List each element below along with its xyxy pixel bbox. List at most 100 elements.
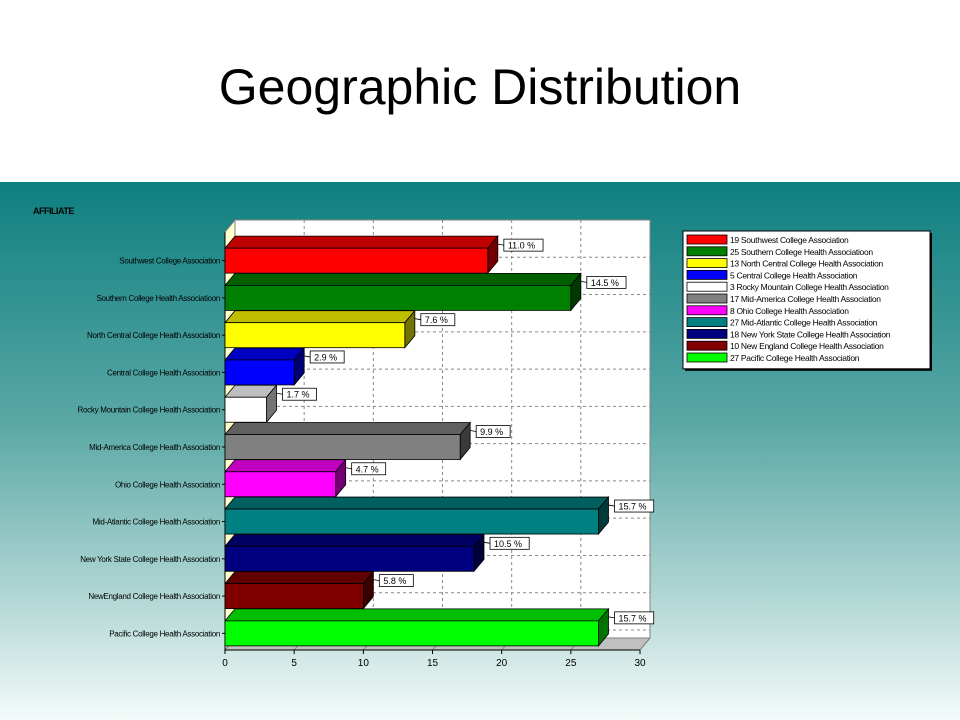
bar-top-face [224, 235, 499, 249]
data-label-box [489, 536, 530, 550]
legend-swatch [686, 317, 728, 328]
data-label-box [503, 238, 544, 252]
bar-top-face [224, 571, 375, 584]
legend-swatch [686, 328, 728, 339]
bar-top-face [224, 310, 416, 324]
legend-label: 27 Mid-Atlantic College Health Associati… [730, 318, 878, 328]
y-tick-label: North Central College Health Association [87, 331, 220, 340]
floor-gridline [639, 637, 651, 651]
chart-bars [224, 235, 610, 647]
bar-top-face [224, 273, 582, 286]
data-label: 15.7 % [619, 502, 647, 512]
legend-swatch [686, 246, 728, 257]
bar [224, 359, 295, 386]
x-tick-label: 25 [565, 658, 577, 669]
data-label-box [282, 387, 317, 401]
data-label-leader [276, 392, 283, 395]
data-label-leader [414, 318, 421, 321]
y-tick-label: Southwest College Association [119, 257, 220, 266]
x-tick-label: 30 [634, 658, 646, 669]
legend-swatch [686, 234, 728, 245]
y-tick-label: Mid-Atlantic College Health Association [93, 518, 220, 527]
bar [224, 620, 599, 647]
legend-label: 27 Pacific College Health Association [730, 353, 860, 363]
data-label-box [378, 574, 414, 587]
slide-title: Geographic Distribution [218, 59, 742, 115]
legend-swatch [686, 352, 728, 363]
data-label: 2.9 % [314, 352, 337, 362]
x-tick-label: 0 [222, 658, 228, 669]
legend-swatch [686, 281, 728, 292]
data-label-box [614, 499, 655, 513]
data-label-box [475, 425, 511, 438]
y-tick-label: NewEngland College Health Association [88, 592, 220, 601]
data-label-leader [470, 430, 477, 432]
chart-data-labels: Southwest College Association 11.0 % South… [78, 238, 655, 638]
data-label-leader [345, 467, 352, 470]
bar-top-face [224, 347, 306, 361]
bar [224, 396, 267, 423]
y-tick-label: Ohio College Health Association [115, 480, 220, 489]
data-label-leader [608, 616, 615, 619]
data-label: 9.9 % [480, 427, 503, 437]
bar-top-face [224, 608, 610, 622]
bar [224, 583, 364, 609]
y-tick-label: Pacific College Health Association [109, 629, 220, 638]
data-label-leader [580, 281, 587, 283]
data-label-box [351, 462, 387, 476]
bar-top-face [224, 533, 485, 547]
bar [224, 322, 406, 349]
data-label: 11.0 % [508, 241, 535, 251]
y-tick-label: Southern College Health Associatioon [96, 294, 220, 303]
x-tick-label: 15 [427, 658, 439, 669]
chart-title: AFFILIATE [33, 206, 74, 216]
data-label-box [420, 313, 456, 327]
data-label: 5.8 % [383, 576, 406, 586]
legend-swatch [686, 340, 728, 351]
legend-swatch [686, 305, 728, 316]
bar [224, 545, 475, 572]
data-label-leader [304, 355, 311, 358]
data-label-leader [608, 504, 615, 507]
data-label: 7.6 % [425, 315, 448, 325]
legend-label: 3 Rocky Mountain College Health Associat… [730, 282, 889, 292]
bar-top-face [224, 459, 347, 473]
legend-label: 13 North Central College Health Associat… [730, 259, 884, 269]
bar-top-face [224, 496, 610, 510]
x-tick-label: 20 [496, 658, 508, 669]
legend-label: 18 New York State College Health Associa… [730, 329, 891, 339]
data-label: 15.7 % [619, 613, 647, 623]
y-tick-label: Mid-America College Health Association [89, 443, 220, 452]
chart-legend: 19 Southwest College Association 25 South… [682, 230, 932, 371]
data-label-leader [373, 579, 380, 581]
legend-swatch [686, 293, 728, 304]
data-label: 14.5 % [591, 278, 619, 288]
x-tick-label: 5 [291, 658, 297, 669]
data-label-leader [483, 541, 491, 544]
y-tick-label: New York State College Health Associatio… [80, 555, 220, 564]
data-label: 10.5 % [494, 539, 522, 549]
legend-label: 25 Southern College Health Associatioon [730, 247, 873, 257]
data-label: 4.7 % [356, 464, 379, 474]
data-label-box [586, 276, 627, 289]
bar-top-face [224, 422, 472, 435]
legend-label: 17 Mid-America College Health Associatio… [730, 294, 881, 304]
bar [224, 508, 599, 535]
data-label-box [614, 611, 655, 625]
y-tick-label: Rocky Mountain College Health Associatio… [78, 406, 220, 415]
x-tick-label: 10 [358, 658, 370, 669]
data-label-leader [497, 243, 504, 246]
legend-swatch [686, 269, 728, 280]
legend-label: 10 New England College Health Associatio… [730, 341, 884, 351]
bar [224, 285, 572, 311]
bar [224, 434, 461, 460]
legend-label: 19 Southwest College Association [730, 235, 849, 245]
bar [224, 471, 337, 498]
bar [224, 247, 489, 274]
legend-label: 5 Central College Health Association [730, 270, 858, 280]
legend-label: 8 Ohio College Health Association [730, 306, 849, 316]
data-label: 1.7 % [287, 390, 310, 400]
y-tick-label: Central College Health Association [107, 368, 220, 377]
data-label-box [309, 350, 345, 364]
